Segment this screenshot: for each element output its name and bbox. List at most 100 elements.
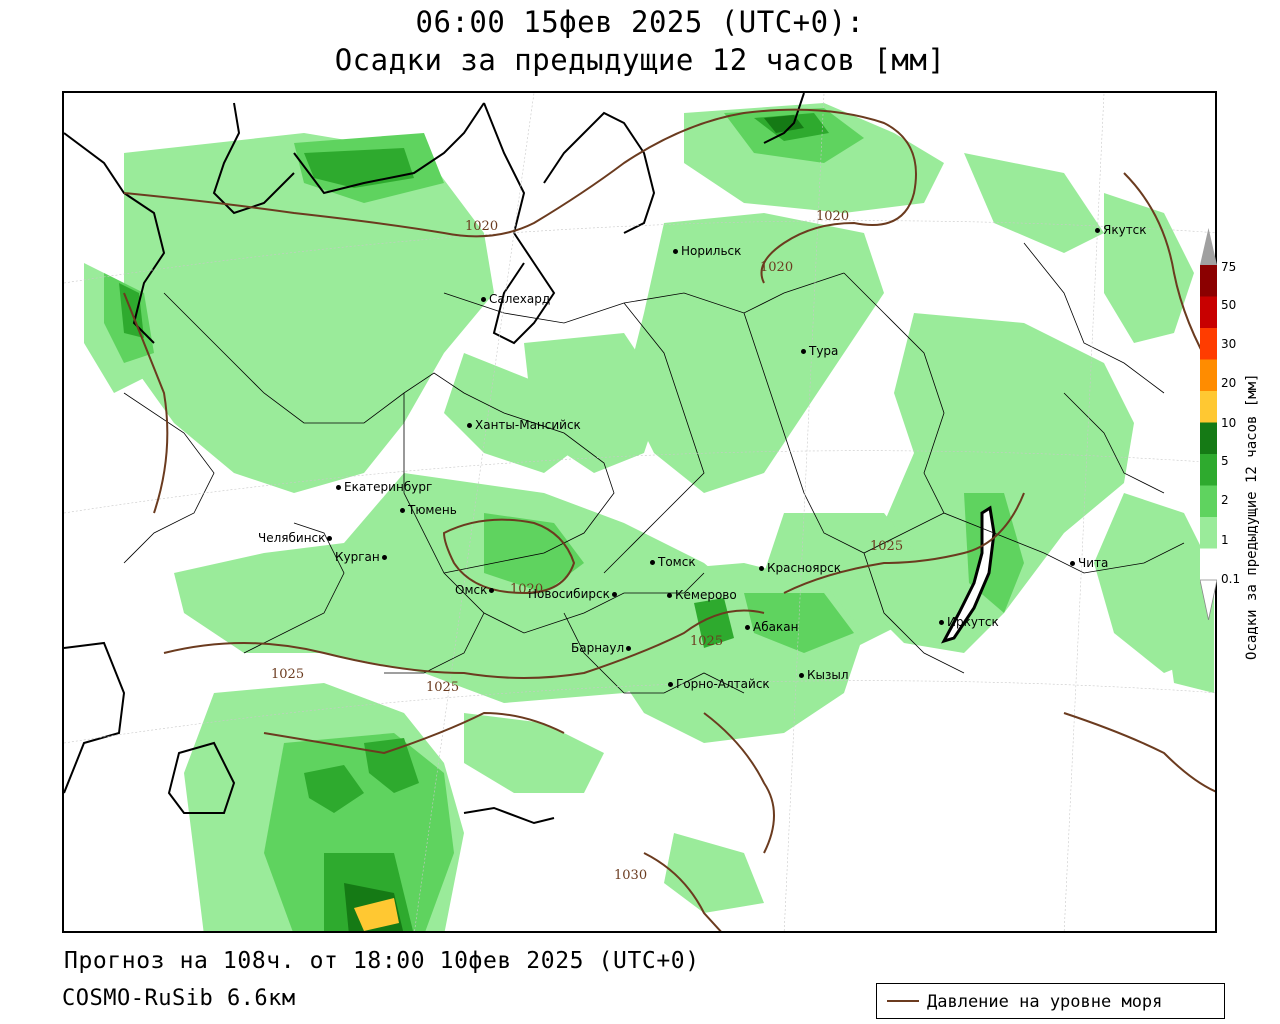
city-krasnoyarsk[interactable]: Красноярск — [759, 561, 841, 575]
city-marker-icon — [489, 588, 495, 593]
city-tura[interactable]: Тура — [801, 344, 838, 358]
precip-light-areas — [84, 103, 1214, 931]
city-norilsk[interactable]: Норильск — [673, 244, 741, 258]
city-kurgan[interactable]: Курган — [335, 550, 390, 564]
city-label: Кызыл — [807, 668, 849, 682]
colorbar-bottom-arrow-icon — [1200, 579, 1217, 620]
city-label: Норильск — [681, 244, 742, 258]
isobar-label: 1025 — [690, 634, 724, 649]
city-barnaul[interactable]: Барнаул — [571, 641, 634, 655]
colorbar-title: Осадки за предыдущие 12 часов [мм] — [1244, 373, 1260, 660]
city-chelyabinsk[interactable]: Челябинск — [258, 531, 335, 545]
isobar-legend-label: Давление на уровне моря — [927, 992, 1163, 1012]
colorbar-swatch — [1200, 548, 1217, 581]
city-marker-icon — [801, 349, 806, 354]
colorbar-label: 20 — [1221, 376, 1237, 390]
lake-baikal — [940, 505, 996, 644]
colorbar-label: 30 — [1221, 337, 1237, 351]
city-marker-icon — [673, 249, 678, 254]
forecast-info: Прогноз на 108ч. от 18:00 10фев 2025 (UT… — [64, 948, 700, 974]
city-marker-icon — [611, 592, 617, 597]
isobar-label: 1025 — [426, 680, 460, 695]
city-marker-icon — [939, 620, 944, 625]
model-name: COSMO-RuSib 6.6км — [62, 986, 296, 1011]
city-label: Барнаул — [571, 641, 625, 655]
isobar-label: 1020 — [510, 582, 544, 597]
city-marker-icon — [745, 625, 750, 630]
city-kemerovo[interactable]: Кемерово — [667, 588, 737, 602]
isobar-label: 1025 — [870, 539, 904, 554]
colorbar — [1200, 228, 1217, 620]
city-marker-icon — [467, 423, 472, 428]
colorbar-swatch — [1200, 296, 1217, 329]
city-marker-icon — [1095, 228, 1100, 233]
city-marker-icon — [668, 682, 673, 687]
graticule — [64, 93, 1215, 931]
city-label: Курган — [335, 550, 380, 564]
city-marker-icon — [336, 485, 341, 490]
colorbar-swatch — [1200, 422, 1217, 455]
city-label: Якутск — [1103, 223, 1147, 237]
city-label: Чита — [1078, 556, 1109, 570]
city-label: Красноярск — [767, 561, 841, 575]
city-abakan[interactable]: Абакан — [745, 620, 798, 634]
city-khanty-mansiysk[interactable]: Ханты-Мансийск — [467, 418, 581, 432]
city-label: Ханты-Мансийск — [475, 418, 581, 432]
colorbar-label: 50 — [1221, 298, 1237, 312]
city-chita[interactable]: Чита — [1070, 556, 1108, 570]
city-marker-icon — [650, 560, 655, 565]
isobar-label: 1030 — [614, 868, 648, 883]
city-marker-icon — [799, 673, 804, 678]
city-label: Кемерово — [675, 588, 737, 602]
city-irkutsk[interactable]: Иркутск — [939, 615, 999, 629]
isobar-label: 1020 — [816, 209, 850, 224]
colorbar-swatch — [1200, 517, 1217, 549]
precip-intense-areas — [354, 898, 399, 931]
city-label: Тюмень — [408, 503, 457, 517]
city-label: Иркутск — [947, 615, 999, 629]
colorbar-swatch — [1200, 485, 1217, 518]
city-label: Томск — [658, 555, 696, 569]
city-label: Салехард — [489, 292, 551, 306]
colorbar-swatch — [1200, 359, 1217, 392]
city-marker-icon — [759, 566, 764, 571]
map-subtitle: Осадки за предыдущие 12 часов [мм] — [334, 43, 946, 77]
city-label: Омск — [455, 583, 488, 597]
city-kyzyl[interactable]: Кызыл — [799, 668, 849, 682]
coastlines — [64, 93, 805, 825]
city-marker-icon — [667, 593, 672, 598]
city-label: Абакан — [753, 620, 799, 634]
colorbar-label: 0.1 — [1221, 572, 1241, 586]
isobars — [123, 108, 1215, 931]
city-tomsk[interactable]: Томск — [650, 555, 696, 569]
city-yakutsk[interactable]: Якутск — [1095, 223, 1147, 237]
isobar-legend: Давление на уровне моря — [876, 983, 1225, 1019]
city-label: Новосибирск — [528, 587, 610, 601]
colorbar-swatch — [1200, 265, 1217, 297]
isobar-line-icon — [887, 1000, 919, 1002]
city-marker-icon — [381, 555, 387, 560]
city-marker-icon — [400, 508, 405, 513]
city-label: Челябинск — [258, 531, 326, 545]
isobar-label: 1025 — [271, 667, 305, 682]
colorbar-label: 5 — [1221, 454, 1229, 468]
city-omsk[interactable]: Омск — [455, 583, 497, 597]
colorbar-top-arrow-icon — [1200, 228, 1217, 265]
colorbar-swatch — [1200, 391, 1217, 423]
colorbar-label: 10 — [1221, 416, 1237, 430]
city-yekaterinburg[interactable]: Екатеринбург — [336, 480, 432, 494]
city-novosibirsk[interactable]: Новосибирск — [528, 587, 620, 601]
city-marker-icon — [481, 297, 486, 302]
city-marker-icon — [626, 646, 632, 651]
colorbar-swatch — [1200, 328, 1217, 360]
precipitation-map[interactable]: Якутск Норильск Салехард Тура Ханты-Манс… — [62, 91, 1217, 933]
colorbar-label: 2 — [1221, 493, 1229, 507]
isobar-label: 1020 — [760, 260, 794, 275]
map-canvas — [64, 93, 1215, 931]
city-gorno-altaysk[interactable]: Горно-Алтайск — [668, 677, 770, 691]
city-label: Горно-Алтайск — [676, 677, 770, 691]
city-salekhard[interactable]: Салехард — [481, 292, 550, 306]
city-tyumen[interactable]: Тюмень — [400, 503, 457, 517]
isobar-label: 1020 — [465, 219, 499, 234]
city-label: Тура — [809, 344, 839, 358]
